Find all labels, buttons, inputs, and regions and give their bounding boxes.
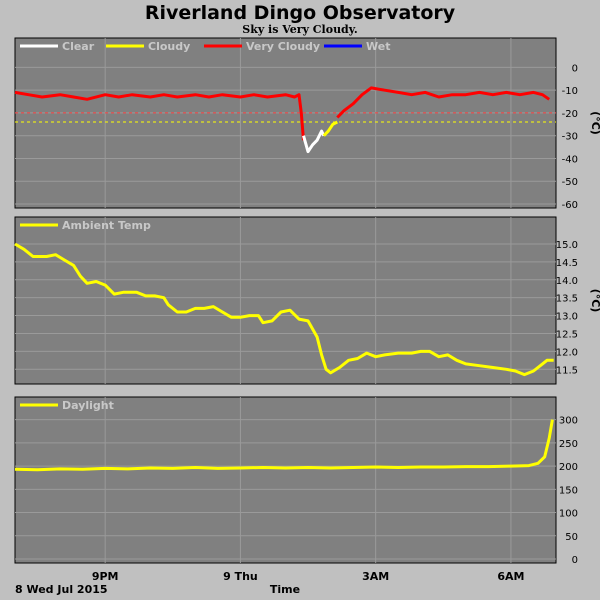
y-tick-label: 11.5 xyxy=(556,365,578,376)
chart-title: Riverland Dingo Observatory xyxy=(145,2,456,24)
chart-subtitle: Sky is Very Cloudy. xyxy=(242,23,357,36)
series-line-very-cloudy xyxy=(336,86,551,119)
legend-label: Clear xyxy=(62,40,95,53)
y-tick-label: -20 xyxy=(562,109,578,120)
x-tick-label: 3AM xyxy=(362,570,389,583)
panel-background xyxy=(14,37,557,209)
y-tick-label: 250 xyxy=(559,439,578,450)
y-tick-label: -30 xyxy=(562,132,578,143)
y-tick-label: 14.5 xyxy=(556,258,578,269)
y-tick-label: 0 xyxy=(572,63,578,74)
y-tick-label: -40 xyxy=(562,154,578,165)
y-tick-label: 13.5 xyxy=(556,294,578,305)
panel-background xyxy=(14,216,557,385)
x-axis-label: Time xyxy=(270,583,300,596)
y-tick-label: 200 xyxy=(559,462,578,473)
legend-label: Wet xyxy=(366,40,390,53)
y-tick-label: -50 xyxy=(562,177,578,188)
date-label: 8 Wed Jul 2015 xyxy=(15,583,108,596)
series-line-daylight xyxy=(14,419,554,472)
series-line-cloudy xyxy=(322,120,338,137)
legend-label: Daylight xyxy=(62,399,114,412)
y-tick-label: -60 xyxy=(562,200,578,211)
legend-label: Ambient Temp xyxy=(62,219,151,232)
y-unit-label: (°C) xyxy=(589,111,600,135)
series-line-clear xyxy=(302,129,326,154)
series-line-very-cloudy xyxy=(14,90,305,141)
y-tick-label: 14.0 xyxy=(556,276,578,287)
y-tick-label: 12.0 xyxy=(556,347,578,358)
panel-ambient: 15.0 14.5 14.0 13.5 13.0 12.5 12.0 11.5 (°C) Ambi… xyxy=(14,216,600,385)
y-tick-label: 50 xyxy=(565,532,578,543)
y-tick-label: 300 xyxy=(559,416,578,427)
legend-label: Very Cloudy xyxy=(246,40,320,53)
y-tick-label: 0 xyxy=(572,555,578,566)
y-tick-label: -10 xyxy=(562,86,578,97)
x-tick-label: 6AM xyxy=(497,570,524,583)
x-tick-label: 9 Thu xyxy=(223,570,258,583)
x-tick-label: 9PM xyxy=(92,570,119,583)
y-tick-label: 13.0 xyxy=(556,312,578,323)
panel-daylight: 300 250 200 150 100 50 0 Daylight xyxy=(14,396,578,566)
panel-background xyxy=(14,396,557,564)
y-tick-label: 15.0 xyxy=(556,240,578,251)
y-tick-label: 12.5 xyxy=(556,329,578,340)
y-tick-label: 150 xyxy=(559,485,578,496)
y-tick-label: 100 xyxy=(559,509,578,520)
panel-sky: 0 -10 -20 -30 -40 -50 -60 (°C) Clear Cloudy Very C… xyxy=(14,37,600,211)
series-line-ambient-temp xyxy=(14,242,554,377)
legend-label: Cloudy xyxy=(148,40,190,53)
y-unit-label: (°C) xyxy=(589,289,600,313)
